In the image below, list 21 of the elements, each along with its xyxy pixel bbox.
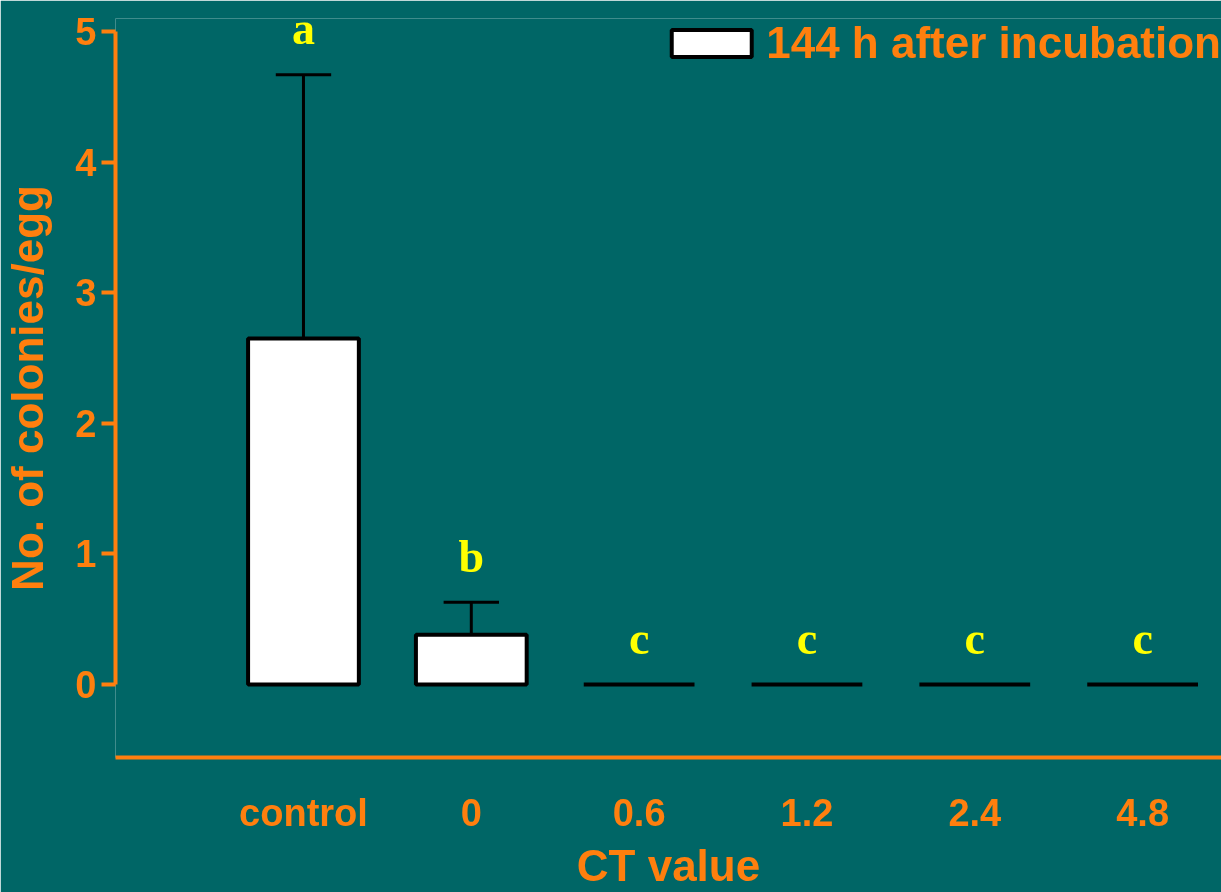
y-tick-label: 5 xyxy=(75,11,97,54)
annotation: c xyxy=(1132,613,1153,665)
legend-label: 144 h after incubation xyxy=(766,18,1221,68)
annotation: a xyxy=(291,3,315,55)
y-tick-label: 2 xyxy=(75,402,97,445)
annotation: b xyxy=(458,530,485,582)
x-tick-label: 2.4 xyxy=(948,791,1002,834)
x-axis-title: CT value xyxy=(576,840,761,890)
y-tick-label: 3 xyxy=(75,272,97,315)
x-tick-label: 0 xyxy=(460,791,482,834)
x-tick-label: 0.6 xyxy=(612,791,666,834)
y-tick-label: 1 xyxy=(75,533,97,576)
annotation: c xyxy=(964,613,985,665)
y-axis-title: No. of colonies/egg xyxy=(3,185,53,591)
y-tick-label: 0 xyxy=(75,663,97,706)
annotation: c xyxy=(628,613,650,665)
x-tick-label: 1.2 xyxy=(780,791,834,834)
y-tick-label: 4 xyxy=(75,141,97,184)
x-tick-label: control xyxy=(239,791,368,834)
x-tick-label: 4.8 xyxy=(1116,791,1170,834)
annotation: c xyxy=(796,613,818,665)
